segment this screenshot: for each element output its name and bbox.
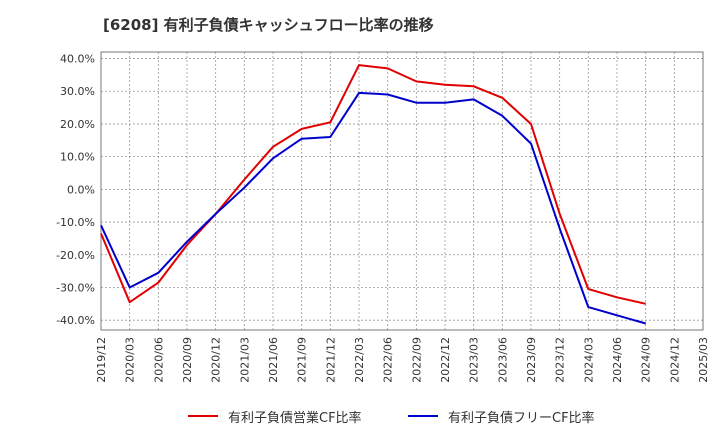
- x-tick-label: 2021/09: [296, 337, 309, 383]
- plot-area: [100, 51, 704, 331]
- legend: 有利子負債営業CF比率 有利子負債フリーCF比率: [0, 404, 720, 428]
- y-tick-label: 30.0%: [60, 85, 95, 98]
- x-tick-label: 2024/03: [582, 337, 595, 383]
- y-tick-label: 20.0%: [60, 118, 95, 131]
- series-lines: [100, 64, 646, 325]
- x-tick-label: 2023/03: [468, 337, 481, 383]
- legend-item-operating-cf: 有利子負債営業CF比率: [188, 404, 362, 428]
- y-tick-label: 40.0%: [60, 53, 95, 66]
- x-tick-label: 2024/06: [611, 337, 624, 383]
- x-tick-label: 2024/12: [668, 337, 681, 383]
- legend-label: 有利子負債営業CF比率: [228, 410, 362, 426]
- x-tick-label: 2023/09: [525, 337, 538, 383]
- series-line-free-cf: [100, 91, 646, 325]
- chart-title: [6208] 有利子負債キャッシュフロー比率の推移: [103, 16, 434, 34]
- y-tick-label: -30.0%: [56, 281, 95, 294]
- x-tick-label: 2025/03: [697, 337, 710, 383]
- x-tick-label: 2023/06: [496, 337, 509, 383]
- x-tick-label: 2021/03: [238, 337, 251, 383]
- legend-item-free-cf: 有利子負債フリーCF比率: [408, 404, 595, 428]
- x-tick-label: 2021/12: [324, 337, 337, 383]
- y-tick-label: -20.0%: [56, 249, 95, 262]
- x-tick-label: 2019/12: [95, 337, 108, 383]
- y-tick-label: 10.0%: [60, 151, 95, 164]
- x-tick-label: 2022/12: [439, 337, 452, 383]
- x-tick-label: 2023/12: [554, 337, 567, 383]
- x-tick-label: 2021/06: [267, 337, 280, 383]
- x-tick-label: 2024/09: [640, 337, 653, 383]
- x-tick-label: 2020/09: [181, 337, 194, 383]
- y-tick-label: -10.0%: [56, 216, 95, 229]
- axes: 40.0% 30.0% 20.0% 10.0% 0.0% -10.0% -20.0% -30.…: [56, 51, 710, 383]
- legend-swatch-blue: [408, 415, 438, 417]
- y-tick-label: -40.0%: [56, 314, 95, 327]
- x-tick-label: 2022/06: [382, 337, 395, 383]
- grid: [100, 52, 704, 330]
- series-line-operating-cf: [100, 64, 646, 305]
- x-tick-label: 2022/09: [410, 337, 423, 383]
- y-tick-label: 0.0%: [67, 183, 95, 196]
- legend-swatch-red: [188, 415, 218, 417]
- x-tick-label: 2022/03: [353, 337, 366, 383]
- legend-label: 有利子負債フリーCF比率: [448, 410, 595, 426]
- x-tick-label: 2020/03: [124, 337, 137, 383]
- x-tick-label: 2020/12: [210, 337, 223, 383]
- x-tick-label: 2020/06: [152, 337, 165, 383]
